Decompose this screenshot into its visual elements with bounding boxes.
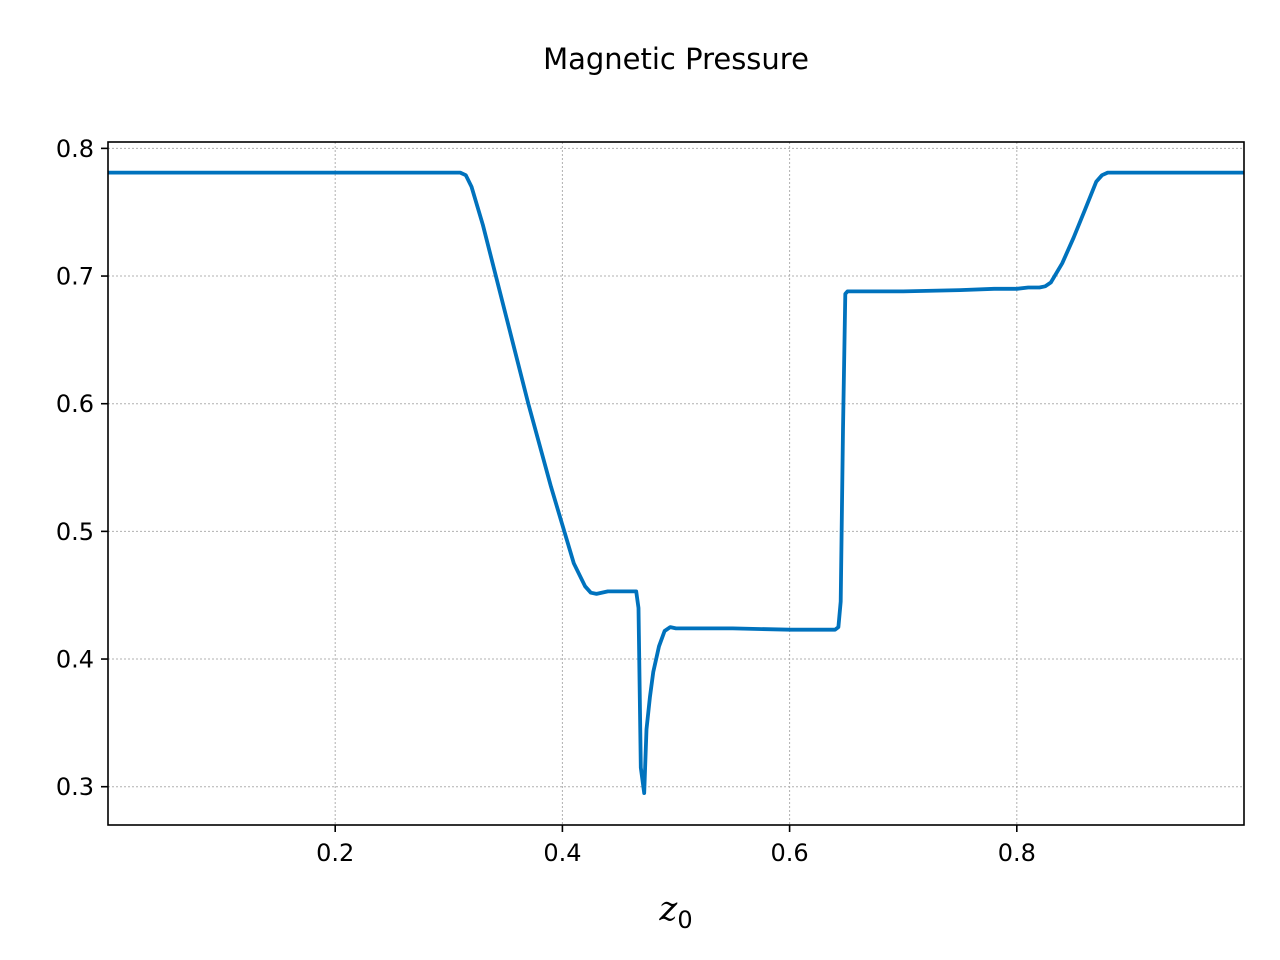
y-tick-label: 0.3: [56, 773, 94, 801]
x-axis-label: z0: [658, 889, 692, 934]
y-tick-label: 0.5: [56, 518, 94, 546]
grid-lines: [108, 142, 1244, 825]
y-tick-label: 0.6: [56, 390, 94, 418]
y-tick-label: 0.8: [56, 135, 94, 163]
x-tick-label: 0.8: [998, 839, 1036, 867]
y-axis-ticks: 0.3 0.4 0.5 0.6 0.7 0.8: [56, 135, 108, 801]
x-tick-label: 0.2: [316, 839, 354, 867]
y-tick-label: 0.4: [56, 646, 94, 674]
plot-frame: [107, 141, 1245, 826]
x-axis-ticks: 0.2 0.4 0.6 0.8: [316, 825, 1036, 867]
y-tick-label: 0.7: [56, 263, 94, 291]
x-axis-label-main: z: [658, 889, 678, 929]
series-line: [108, 170, 1244, 795]
x-tick-label: 0.4: [543, 839, 581, 867]
x-tick-label: 0.6: [771, 839, 809, 867]
series-layer: [108, 170, 1244, 795]
x-axis-label-subscript: 0: [677, 906, 692, 934]
chart-title: Magnetic Pressure: [543, 42, 809, 76]
